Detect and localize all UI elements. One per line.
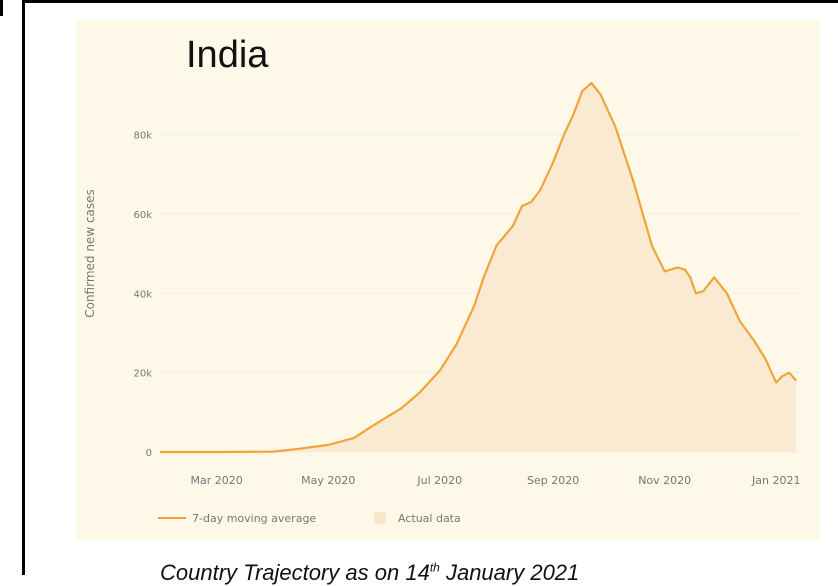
y-tick-label: 60k xyxy=(133,210,152,221)
chart-background xyxy=(76,20,820,540)
frame-left-border xyxy=(22,0,25,575)
legend-area-label: Actual data xyxy=(398,512,461,525)
legend-area-swatch xyxy=(374,512,386,524)
caption-superscript: th xyxy=(429,560,440,575)
caption-text: Country Trajectory as on 14 xyxy=(160,560,430,585)
x-tick-label: Jan 2021 xyxy=(751,474,800,487)
x-tick-label: May 2020 xyxy=(301,474,355,487)
x-tick-label: Sep 2020 xyxy=(527,474,579,487)
y-tick-label: 80k xyxy=(133,131,152,142)
figure-caption: Country Trajectory as on 14th January 20… xyxy=(160,560,579,586)
x-tick-label: Nov 2020 xyxy=(638,474,691,487)
moving-average-line xyxy=(160,81,798,454)
x-axis-ticks: Mar 2020 May 2020 Jul 2020 Sep 2020 Nov 2020… xyxy=(191,474,801,487)
chart-title: India xyxy=(186,34,269,76)
india-case-trajectory-chart: 0 20k 40k 60k 80k Mar 2020 May 2020 Jul 2020 Se… xyxy=(83,81,801,525)
frame-corner xyxy=(0,0,3,16)
y-tick-label: 20k xyxy=(133,369,152,380)
y-tick-label: 40k xyxy=(133,289,152,300)
actual-data-area xyxy=(160,82,797,453)
y-axis-ticks: 0 20k 40k 60k 80k xyxy=(133,131,152,459)
caption-text-end: January 2021 xyxy=(439,560,580,585)
y-tick-label: 0 xyxy=(146,448,152,459)
x-tick-label: Jul 2020 xyxy=(416,474,462,487)
legend-line-label: 7-day moving average xyxy=(192,512,316,525)
x-tick-label: Mar 2020 xyxy=(191,474,243,487)
frame-top-border xyxy=(22,0,838,3)
y-axis-label: Confirmed new cases xyxy=(83,189,97,318)
legend: 7-day moving average Actual data xyxy=(158,512,461,525)
